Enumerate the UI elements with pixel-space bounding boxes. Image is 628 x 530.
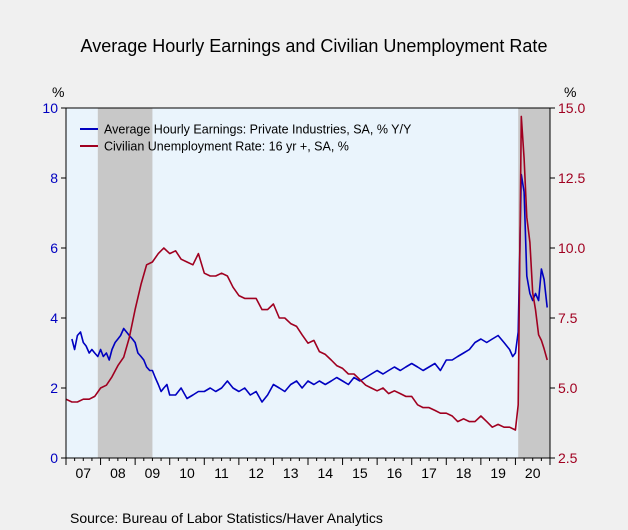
right-tick-label: 2.5 [558, 450, 578, 466]
legend-label-earnings: Average Hourly Earnings: Private Industr… [104, 123, 412, 137]
legend-label-unemployment: Civilian Unemployment Rate: 16 yr +, SA,… [104, 140, 349, 154]
right-axis: 2.5 5.0 7.5 10.0 12.5 15.0 [550, 100, 585, 466]
x-tick-label: 09 [145, 465, 161, 481]
legend: Average Hourly Earnings: Private Industr… [80, 123, 412, 154]
unemployment-line [65, 115, 548, 431]
right-axis-unit: % [564, 84, 576, 100]
series-lines [65, 115, 548, 431]
earnings-line [71, 173, 548, 403]
x-tick-label: 20 [525, 465, 541, 481]
right-tick-label: 7.5 [558, 310, 578, 326]
x-tick-label: 16 [387, 465, 403, 481]
x-axis: 07 08 09 10 11 12 13 14 15 16 17 18 19 20 [65, 458, 551, 481]
left-axis-unit: % [52, 84, 64, 100]
x-tick-label: 17 [421, 465, 437, 481]
right-tick-label: 5.0 [558, 380, 578, 396]
left-tick-label: 2 [50, 380, 58, 396]
x-tick-label: 11 [214, 465, 229, 481]
right-tick-label: 12.5 [558, 170, 585, 186]
x-tick-label: 07 [75, 465, 91, 481]
recession-band [97, 108, 153, 458]
x-tick-label: 14 [317, 465, 333, 481]
x-tick-label: 08 [110, 465, 126, 481]
chart-title: Average Hourly Earnings and Civilian Une… [81, 36, 548, 56]
source-note: Source: Bureau of Labor Statistics/Haver… [70, 510, 383, 526]
x-tick-label: 18 [456, 465, 472, 481]
x-tick-label: 15 [352, 465, 368, 481]
left-tick-label: 4 [50, 310, 58, 326]
left-tick-label: 6 [50, 240, 58, 256]
right-tick-label: 15.0 [558, 100, 585, 116]
x-tick-label: 13 [283, 465, 299, 481]
left-tick-label: 8 [50, 170, 58, 186]
x-tick-label: 19 [490, 465, 506, 481]
right-tick-label: 10.0 [558, 240, 585, 256]
left-tick-label: 0 [50, 450, 58, 466]
x-tick-label: 12 [248, 465, 264, 481]
left-axis: 0 2 4 6 8 10 [42, 100, 66, 466]
left-tick-label: 10 [42, 100, 58, 116]
x-tick-label: 10 [179, 465, 195, 481]
